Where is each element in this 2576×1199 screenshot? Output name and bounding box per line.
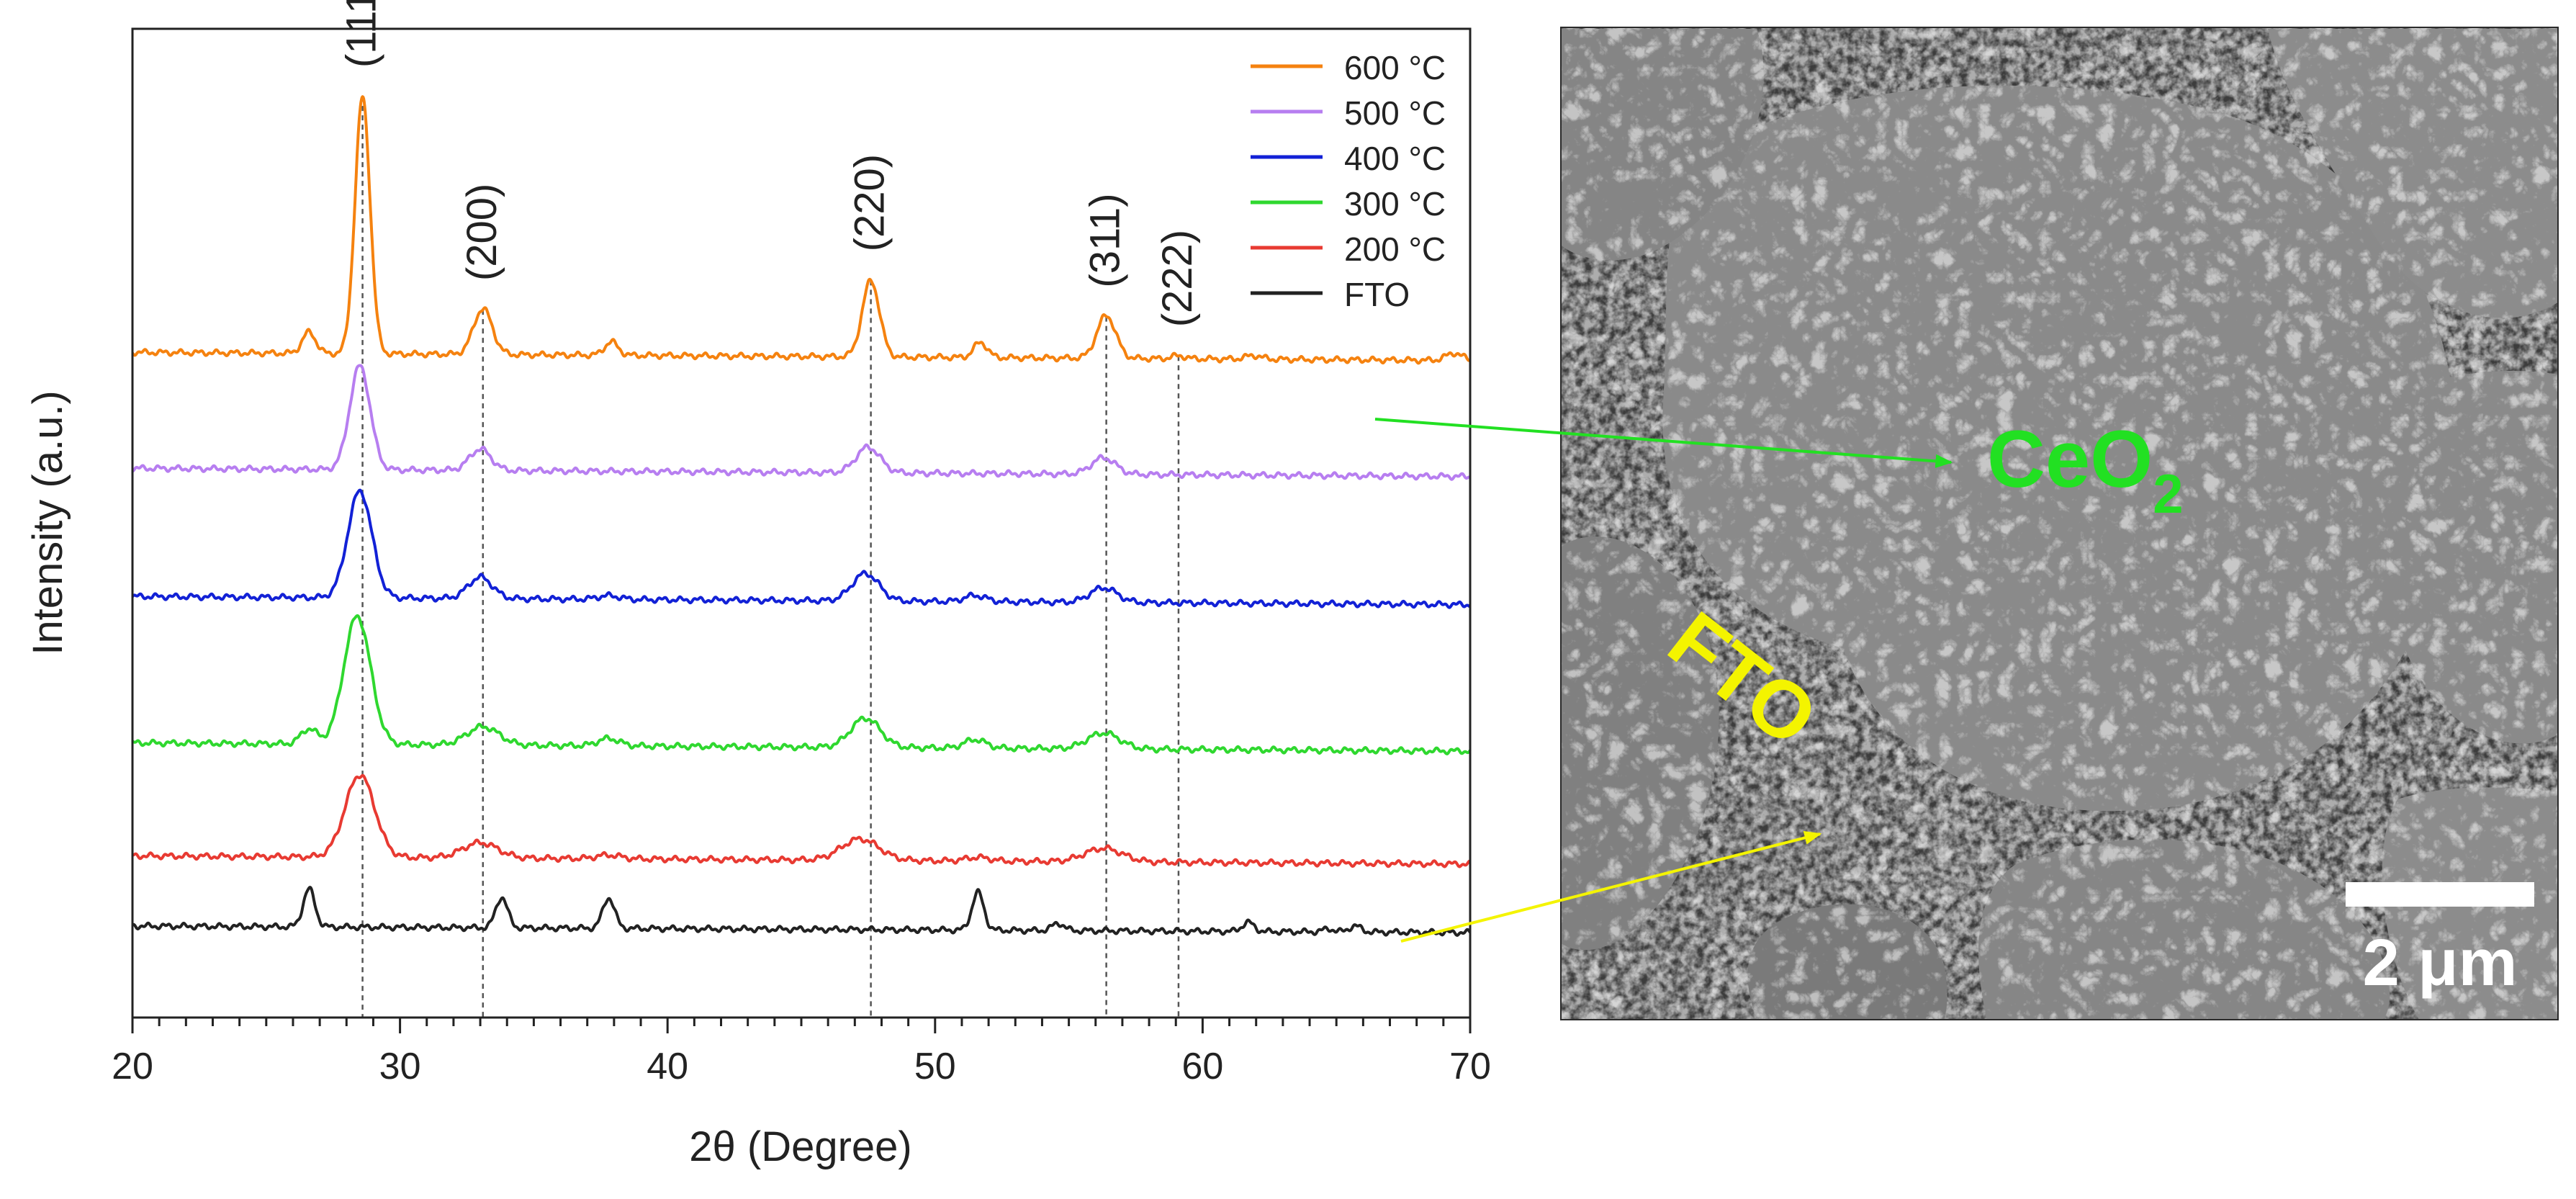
legend: 600 °C 500 °C 400 °C 300 °C 200 °C FTO <box>1251 49 1446 313</box>
x-tick-label: 60 <box>1181 1046 1223 1087</box>
x-tick-label: 70 <box>1449 1046 1491 1087</box>
peak-label: (111) <box>338 0 385 68</box>
legend-label: FTO <box>1344 276 1410 313</box>
series-line <box>131 95 1472 365</box>
ceo2-arrow <box>1374 418 1953 468</box>
scale-bar-text: 2 μm <box>2363 926 2518 1000</box>
fto-arrow <box>1400 831 1822 943</box>
peak-label: (311) <box>1082 193 1129 287</box>
ceo2-label: CeO2 <box>1987 414 2184 525</box>
peak-guide-lines <box>361 96 1180 1018</box>
y-axis-label: Intensity (a.u.) <box>24 390 71 655</box>
x-tick-label: 40 <box>647 1046 688 1087</box>
legend-label: 500 °C <box>1344 94 1446 132</box>
series-line <box>131 886 1472 937</box>
ceo2-subscript: 2 <box>2153 464 2183 525</box>
x-axis-label: 2θ (Degree) <box>689 1123 911 1170</box>
scale-bar <box>2346 882 2534 907</box>
peak-label: (200) <box>459 184 505 281</box>
peak-labels: (111) (200) (220) (311) (222) <box>338 0 1201 327</box>
sem-image: CeO2 FTO 2 μm <box>1374 27 2559 1020</box>
legend-label: 600 °C <box>1344 49 1446 86</box>
series-line <box>131 488 1472 609</box>
peak-label: (220) <box>847 154 893 251</box>
series-line <box>131 364 1472 481</box>
x-tick-label: 50 <box>914 1046 956 1087</box>
peak-label: (222) <box>1154 230 1201 327</box>
legend-label: 200 °C <box>1344 230 1446 268</box>
series-line <box>131 614 1472 755</box>
x-axis-ticks: 20 30 40 50 60 70 <box>112 1018 1491 1087</box>
legend-label: 300 °C <box>1344 185 1446 223</box>
x-tick-label: 30 <box>379 1046 421 1087</box>
xrd-curves <box>131 95 1472 937</box>
series-line <box>131 773 1472 868</box>
legend-label: 400 °C <box>1344 140 1446 177</box>
xrd-chart: 20 30 40 50 60 70 (111) (200) (220) (311) (222) 6… <box>24 0 1491 1170</box>
x-tick-label: 20 <box>112 1046 153 1087</box>
plot-frame <box>131 27 1472 1019</box>
